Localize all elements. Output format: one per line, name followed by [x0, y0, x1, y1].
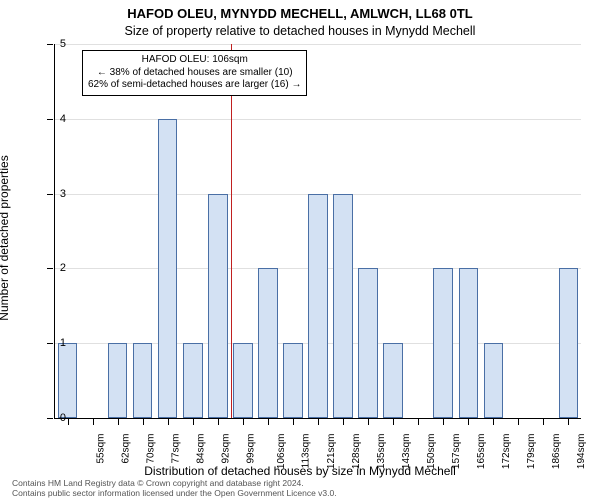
x-tick-label: 99sqm	[245, 434, 256, 464]
x-tick	[568, 419, 569, 425]
x-tick	[93, 419, 94, 425]
x-tick	[393, 419, 394, 425]
bar	[133, 343, 153, 418]
x-tick	[368, 419, 369, 425]
x-tick	[243, 419, 244, 425]
chart-container: HAFOD OLEU, MYNYDD MECHELL, AMLWCH, LL68…	[0, 0, 600, 500]
bar	[233, 343, 253, 418]
x-tick	[193, 419, 194, 425]
bar	[58, 343, 78, 418]
footer-line2: Contains public sector information licen…	[12, 488, 337, 498]
y-tick-label: 0	[48, 412, 66, 424]
bar	[559, 268, 579, 418]
chart-title-main: HAFOD OLEU, MYNYDD MECHELL, AMLWCH, LL68…	[0, 6, 600, 21]
x-tick	[493, 419, 494, 425]
x-tick	[518, 419, 519, 425]
annotation-line1: HAFOD OLEU: 106sqm	[88, 54, 301, 67]
x-tick-label: 84sqm	[195, 434, 206, 464]
x-tick	[268, 419, 269, 425]
bar	[383, 343, 403, 418]
y-tick-label: 1	[48, 337, 66, 349]
x-tick	[468, 419, 469, 425]
x-tick	[543, 419, 544, 425]
bar	[308, 194, 328, 418]
annotation-box: HAFOD OLEU: 106sqm← 38% of detached hous…	[82, 50, 307, 96]
bar	[459, 268, 479, 418]
annotation-line3: 62% of semi-detached houses are larger (…	[88, 79, 301, 92]
plot-area	[54, 44, 581, 419]
x-tick	[343, 419, 344, 425]
bar	[158, 119, 178, 418]
y-tick-label: 4	[48, 113, 66, 125]
x-tick	[168, 419, 169, 425]
bar	[258, 268, 278, 418]
footer-line1: Contains HM Land Registry data © Crown c…	[12, 478, 337, 488]
x-tick	[143, 419, 144, 425]
x-axis-title: Distribution of detached houses by size …	[0, 464, 600, 478]
bar	[333, 194, 353, 418]
bar	[283, 343, 303, 418]
y-tick-label: 5	[48, 38, 66, 50]
marker-line	[231, 44, 232, 418]
bar	[108, 343, 128, 418]
gridline	[55, 119, 581, 120]
x-tick	[318, 419, 319, 425]
gridline	[55, 44, 581, 45]
bar	[208, 194, 228, 418]
annotation-line2: ← 38% of detached houses are smaller (10…	[88, 67, 301, 80]
x-tick	[443, 419, 444, 425]
x-tick	[293, 419, 294, 425]
bar	[433, 268, 453, 418]
x-tick	[218, 419, 219, 425]
x-tick	[418, 419, 419, 425]
bar	[183, 343, 203, 418]
y-tick-label: 3	[48, 188, 66, 200]
x-tick-label: 62sqm	[120, 434, 131, 464]
x-tick-label: 92sqm	[220, 434, 231, 464]
x-tick	[118, 419, 119, 425]
x-tick-label: 55sqm	[95, 434, 106, 464]
footer-attribution: Contains HM Land Registry data © Crown c…	[12, 478, 337, 498]
chart-title-sub: Size of property relative to detached ho…	[0, 24, 600, 38]
x-tick-label: 77sqm	[170, 434, 181, 464]
y-tick-label: 2	[48, 262, 66, 274]
bar	[484, 343, 504, 418]
x-tick	[68, 419, 69, 425]
x-tick-label: 70sqm	[145, 434, 156, 464]
bar	[358, 268, 378, 418]
